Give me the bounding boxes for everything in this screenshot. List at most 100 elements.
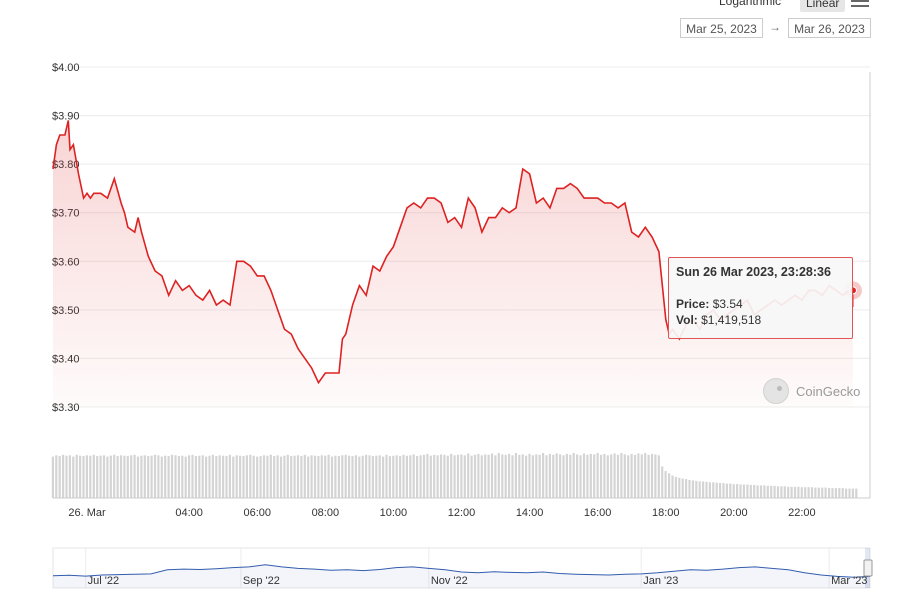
volume-bar (637, 453, 640, 498)
tooltip-vol-value: $1,419,518 (701, 313, 762, 327)
volume-bar (164, 455, 167, 498)
volume-bar (783, 486, 786, 498)
volume-bar (385, 454, 388, 498)
navigator[interactable]: Jul '22 Sep '22 Nov '22 Jan '23 Mar '23 (52, 547, 873, 589)
chart-controls: Logarithmic Linear Mar 25, 2023 → Mar 26… (0, 0, 902, 50)
volume-bar (535, 454, 538, 498)
navigator-handle[interactable] (863, 559, 873, 577)
volume-bar (429, 455, 432, 498)
volume-bar (89, 455, 92, 498)
x-tick-label: 16:00 (584, 507, 612, 519)
volume-bar (542, 453, 545, 498)
volume-bar (793, 486, 797, 499)
volume-bar (722, 483, 725, 498)
volume-bar (657, 455, 660, 499)
volume-bar (552, 454, 555, 498)
volume-bar (780, 486, 783, 498)
volume-bar (382, 456, 385, 498)
volume-bar (334, 455, 337, 498)
volume-bar (545, 455, 548, 499)
volume-bar (708, 482, 711, 498)
volume-bar (593, 454, 596, 498)
volume-bar (419, 455, 422, 499)
volume-bar (201, 455, 204, 499)
volume-bar (814, 487, 817, 498)
volume-bar (177, 456, 180, 498)
volume-bar (480, 455, 483, 499)
volume-bar (610, 454, 613, 498)
volume-bar (313, 455, 317, 498)
volume-bar (82, 456, 85, 498)
menu-icon[interactable] (851, 0, 869, 8)
volume-bar (205, 456, 208, 498)
volume-bar (348, 455, 351, 498)
volume-bar (715, 482, 718, 498)
volume-bar (821, 487, 824, 498)
volume-bar (759, 485, 763, 498)
volume-bar (620, 453, 623, 498)
volume-bar (303, 454, 306, 498)
volume-bar (456, 454, 460, 498)
volume-bar (266, 455, 269, 498)
volume-bar (565, 453, 568, 498)
navigator-grid (85, 548, 830, 588)
volume-bar (446, 455, 449, 498)
volume-bar (184, 456, 187, 498)
volume-bar (252, 455, 255, 498)
volume-bar (685, 479, 688, 498)
volume-bar (62, 454, 65, 498)
navigator-labels: Jul '22 Sep '22 Nov '22 Jan '23 Mar '23 (88, 575, 868, 587)
volume-bar (136, 456, 140, 498)
x-tick-label: 10:00 (380, 507, 408, 519)
volume-bar (174, 455, 177, 499)
volume-bar (569, 454, 572, 498)
date-from-input[interactable]: Mar 25, 2023 (680, 18, 763, 38)
date-to-input[interactable]: Mar 26, 2023 (788, 18, 871, 38)
volume-bar (126, 456, 129, 498)
navigator-tick-label: Jul '22 (88, 575, 119, 587)
volume-bar (603, 453, 606, 498)
linear-scale-button[interactable]: Linear (800, 0, 846, 12)
volume-bar (181, 455, 184, 498)
volume-bar (756, 485, 759, 498)
volume-bar (719, 483, 722, 498)
volume-bar (797, 486, 800, 499)
x-tick-label: 04:00 (175, 507, 203, 519)
volume-bar (654, 454, 657, 498)
volume-bar (848, 488, 851, 498)
volume-bar (664, 471, 667, 498)
volume-bar (650, 453, 654, 498)
volume-bar (698, 481, 701, 498)
volume-bar (702, 481, 705, 498)
volume-bar (75, 454, 78, 498)
volume-bar (630, 453, 633, 498)
volume-bar (494, 455, 497, 499)
volume-bar (109, 455, 112, 498)
volume-bar (712, 482, 715, 498)
x-axis-labels: 26. Mar 04:00 06:00 08:00 10:00 12:00 14:00 16:… (68, 507, 815, 519)
volume-bar (130, 455, 133, 499)
volume-bar (559, 454, 562, 498)
volume-bar (674, 476, 677, 498)
volume-bar (296, 455, 300, 499)
volume-bar (147, 456, 150, 498)
volume-bar (661, 466, 664, 498)
volume-bar (191, 454, 194, 498)
volume-bar (402, 454, 405, 498)
volume-bar (99, 455, 102, 498)
volume-bar (586, 454, 589, 498)
volume-bar (439, 454, 443, 498)
x-tick-label: 20:00 (720, 507, 748, 519)
volume-bar (140, 455, 143, 498)
volume-bar (222, 455, 225, 498)
volume-bar (627, 455, 630, 499)
volume-bar (310, 455, 313, 499)
volume-bar (555, 453, 558, 498)
volume-bar (79, 455, 82, 498)
volume-bar (800, 487, 803, 498)
volume-bar (215, 456, 218, 498)
volume-bar (317, 456, 320, 498)
logarithmic-scale-toggle[interactable]: Logarithmic (719, 0, 782, 8)
navigator-tick-label: Mar '23 (831, 575, 867, 587)
volume-bar (807, 487, 810, 498)
